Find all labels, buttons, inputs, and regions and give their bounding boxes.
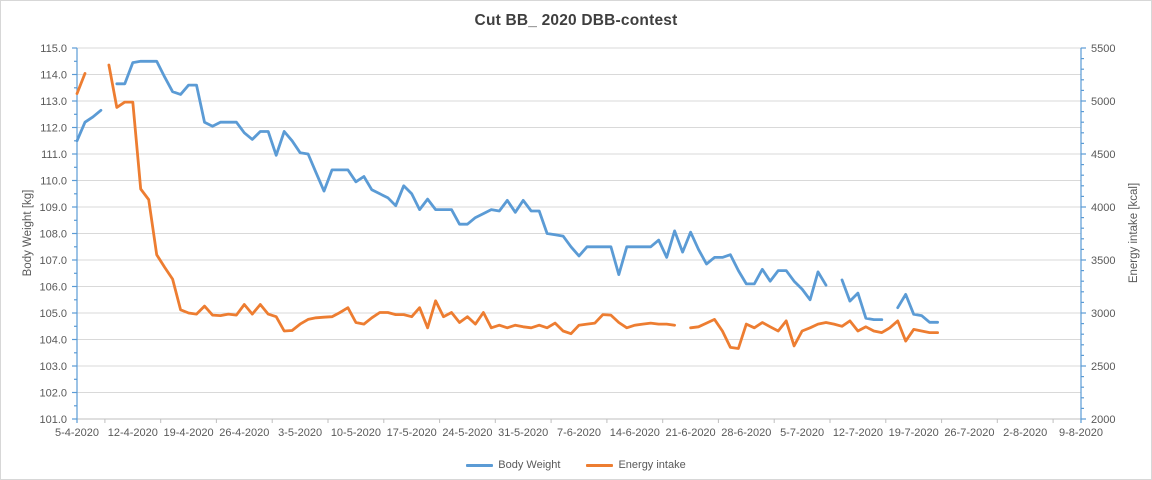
y-tick-label: 110.0 xyxy=(40,176,67,188)
y-tick-label: 3000 xyxy=(1091,308,1115,320)
y-tick-label: 5500 xyxy=(1091,43,1115,55)
x-tick-label: 9-8-2020 xyxy=(1059,427,1103,439)
left-axis: 101.0 102.0 103.0 104.0 105.0 106.0 107.0 108.0… xyxy=(39,43,78,426)
legend-label-body-weight: Body Weight xyxy=(498,459,561,471)
legend: Body Weight Energy intake xyxy=(1,459,1151,471)
x-tick-label: 2-8-2020 xyxy=(1003,427,1047,439)
right-axis: 2000 2500 3000 3500 4000 4500 5000 5500 xyxy=(1080,43,1115,426)
body-weight-line-swatch xyxy=(466,463,494,467)
energy-intake-line-swatch xyxy=(586,463,614,467)
x-tick-label: 10-5-2020 xyxy=(331,427,381,439)
x-tick-label: 24-5-2020 xyxy=(442,427,492,439)
y-tick-label: 2000 xyxy=(1091,414,1115,426)
y-tick-label: 115.0 xyxy=(40,43,67,55)
x-tick-label: 28-6-2020 xyxy=(721,427,771,439)
y-tick-label: 104.0 xyxy=(39,335,67,347)
x-tick-label: 19-7-2020 xyxy=(889,427,939,439)
y-tick-label: 4000 xyxy=(1091,202,1115,214)
y-tick-label: 4500 xyxy=(1091,149,1115,161)
x-tick-label: 12-4-2020 xyxy=(108,427,158,439)
x-tick-label: 7-6-2020 xyxy=(557,427,601,439)
y-tick-label: 106.0 xyxy=(39,282,67,294)
x-tick-label: 19-4-2020 xyxy=(164,427,214,439)
x-tick-label: 21-6-2020 xyxy=(666,427,716,439)
y-tick-label: 109.0 xyxy=(39,202,67,214)
y-tick-label: 108.0 xyxy=(39,229,67,241)
x-tick-label: 31-5-2020 xyxy=(498,427,548,439)
chart-title: Cut BB_ 2020 DBB-contest xyxy=(474,12,678,29)
y-tick-label: 112.0 xyxy=(40,123,67,135)
x-tick-label: 5-4-2020 xyxy=(55,427,99,439)
y-tick-label: 103.0 xyxy=(39,361,67,373)
x-tick-label: 14-6-2020 xyxy=(610,427,660,439)
y-tick-label: 105.0 xyxy=(39,308,67,320)
legend-label-energy-intake: Energy intake xyxy=(618,459,686,471)
y-tick-label: 3500 xyxy=(1091,255,1115,267)
x-tick-label: 12-7-2020 xyxy=(833,427,883,439)
y-tick-label: 113.0 xyxy=(40,96,67,108)
y-tick-label: 101.0 xyxy=(39,414,67,426)
x-tick-label: 3-5-2020 xyxy=(278,427,322,439)
y-tick-label: 2500 xyxy=(1091,361,1115,373)
gridlines xyxy=(77,47,1081,420)
x-tick-label: 26-4-2020 xyxy=(219,427,269,439)
y-tick-label: 5000 xyxy=(1091,96,1115,108)
x-tick-label: 17-5-2020 xyxy=(387,427,437,439)
body-weight-line xyxy=(75,59,939,324)
legend-item-energy-intake: Energy intake xyxy=(586,459,686,471)
y-tick-label: 111.0 xyxy=(41,149,67,161)
x-axis: 5-4-2020 12-4-2020 19-4-2020 26-4-2020 3-5-2… xyxy=(55,418,1103,439)
y-tick-label: 102.0 xyxy=(39,388,67,400)
legend-item-body-weight: Body Weight xyxy=(466,459,560,471)
y-tick-label: 114.0 xyxy=(40,70,67,82)
x-tick-label: 26-7-2020 xyxy=(944,427,994,439)
x-tick-label: 5-7-2020 xyxy=(780,427,824,439)
energy-intake-line xyxy=(75,63,939,350)
y-tick-label: 107.0 xyxy=(39,255,67,267)
